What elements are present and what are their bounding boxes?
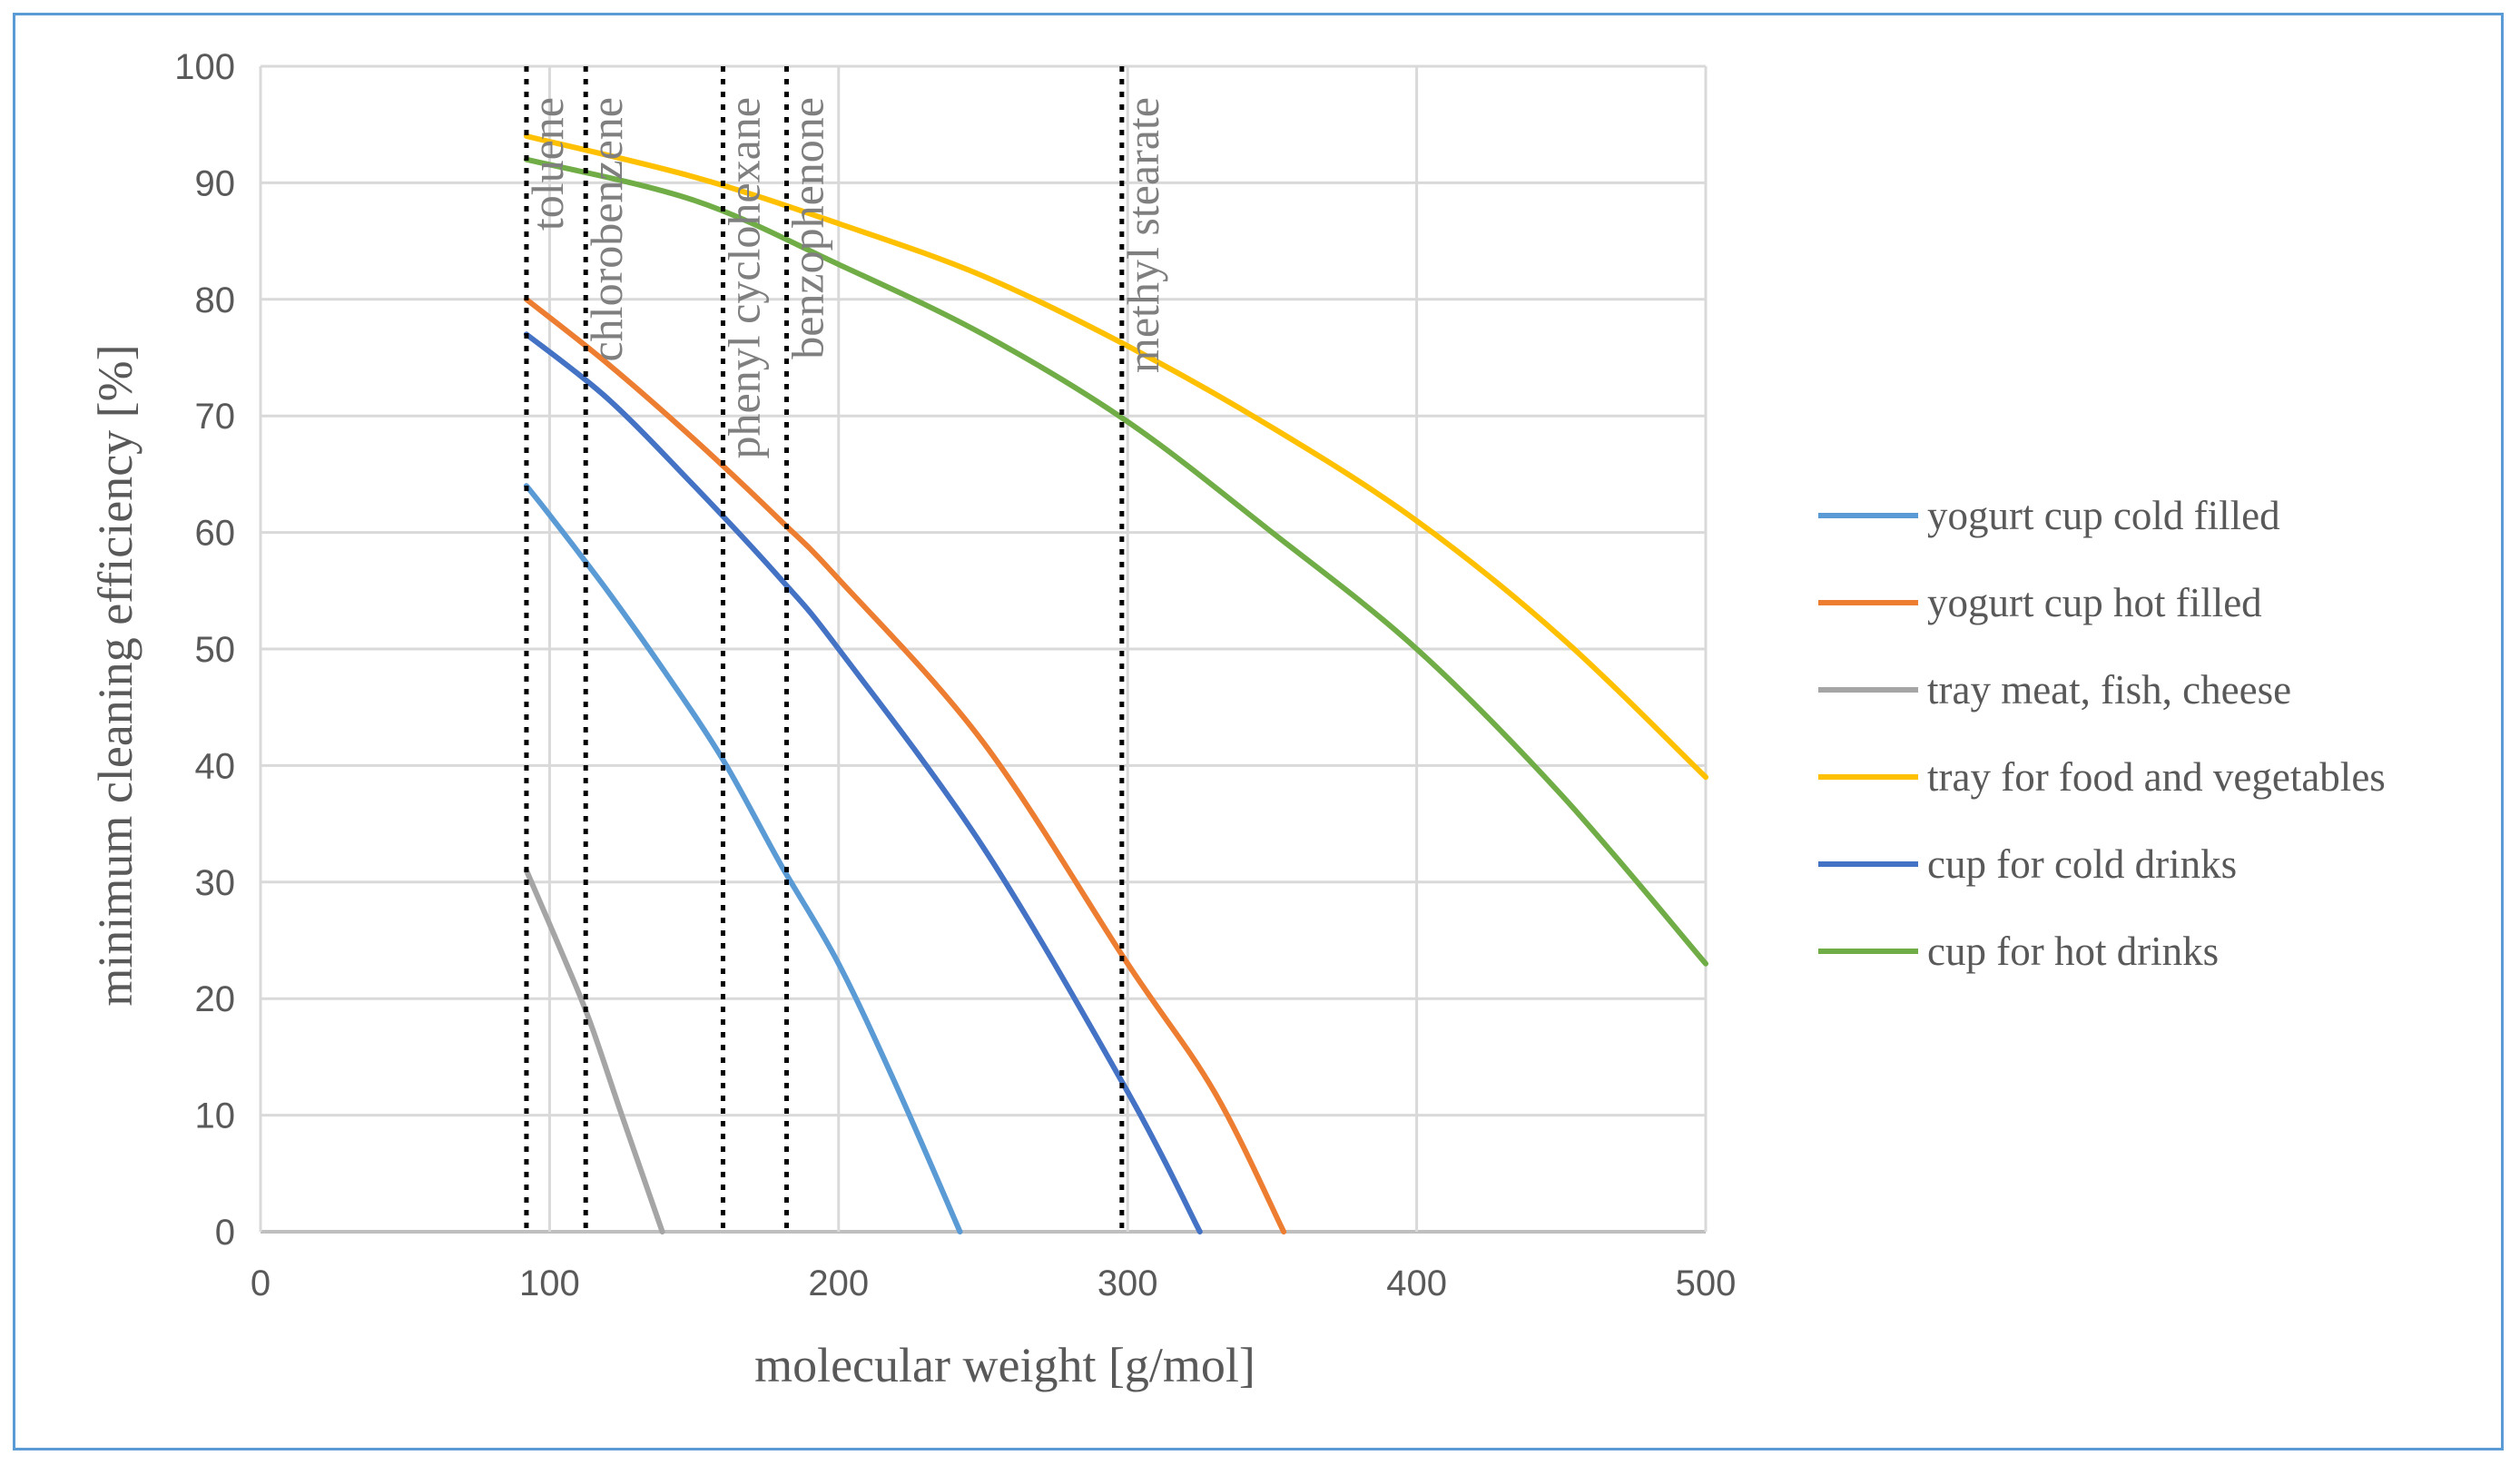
y-tick-label: 70: [195, 397, 236, 437]
marker-layer: toluene chlorobenzene phenyl cyclohexane be…: [522, 66, 1168, 1232]
marker-label-1: toluene: [522, 97, 573, 231]
x-axis-title: molecular weight [g/mol]: [754, 1338, 1255, 1392]
legend-label: yogurt cup cold filled: [1927, 493, 2280, 538]
x-tick-label: 400: [1386, 1263, 1447, 1303]
chart-svg: toluene chlorobenzene phenyl cyclohexane be…: [88, 47, 2386, 1392]
legend-label: tray for food and vegetables: [1927, 754, 2386, 800]
y-tick-label: 90: [195, 163, 236, 203]
chart-frame: toluene chlorobenzene phenyl cyclohexane be…: [13, 13, 2504, 1450]
tick-layer: 0 10 20 30 40 50 60 70 80 90 100 0 100 200 300 400 500: [174, 47, 1736, 1303]
x-tick-label: 200: [808, 1263, 869, 1303]
marker-label-5: methyl stearate: [1117, 97, 1168, 373]
series-layer: [523, 133, 1708, 1234]
series-line-1: [523, 483, 963, 1234]
y-tick-label: 50: [195, 630, 236, 670]
legend-label: cup for hot drinks: [1927, 929, 2219, 974]
series-line-2: [523, 296, 1287, 1234]
grid-layer: [259, 64, 1708, 1234]
legend: yogurt cup cold filled yogurt cup hot fil…: [1818, 493, 2386, 974]
y-tick-label: 10: [195, 1096, 236, 1136]
series-line-4: [523, 133, 1708, 781]
legend-label: yogurt cup hot filled: [1927, 580, 2262, 625]
marker-label-2: chlorobenzene: [581, 97, 632, 362]
y-tick-label: 30: [195, 863, 236, 903]
y-tick-label: 80: [195, 280, 236, 320]
series-line-6: [523, 156, 1708, 967]
marker-label-4: benzophenone: [782, 97, 832, 359]
series-line-5: [523, 331, 1203, 1234]
y-tick-label: 20: [195, 979, 236, 1019]
x-tick-label: 0: [251, 1263, 271, 1303]
y-tick-label: 0: [215, 1213, 235, 1253]
series-line-3: [523, 868, 665, 1234]
y-tick-label: 40: [195, 746, 236, 786]
legend-label: tray meat, fish, cheese: [1927, 667, 2291, 713]
y-tick-label: 60: [195, 514, 236, 554]
x-tick-label: 500: [1676, 1263, 1737, 1303]
marker-label-3: phenyl cyclohexane: [718, 97, 769, 458]
x-tick-label: 300: [1098, 1263, 1158, 1303]
y-axis-title: minimum cleaning efficiency [%]: [88, 344, 143, 1006]
legend-label: cup for cold drinks: [1927, 841, 2237, 887]
x-tick-label: 100: [519, 1263, 580, 1303]
y-tick-label: 100: [174, 47, 235, 87]
